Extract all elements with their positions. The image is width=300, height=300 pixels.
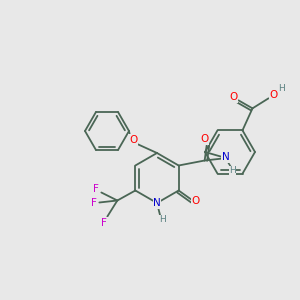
Text: H: H [229,166,236,175]
Text: O: O [200,134,209,145]
Text: O: O [191,196,200,206]
Text: H: H [159,215,165,224]
Text: N: N [222,152,230,163]
Text: N: N [153,198,161,208]
Text: F: F [92,197,97,208]
Text: O: O [129,135,137,145]
Text: F: F [101,218,107,227]
Text: O: O [230,92,238,102]
Text: F: F [93,184,99,194]
Text: H: H [278,84,285,93]
Text: O: O [269,90,278,100]
